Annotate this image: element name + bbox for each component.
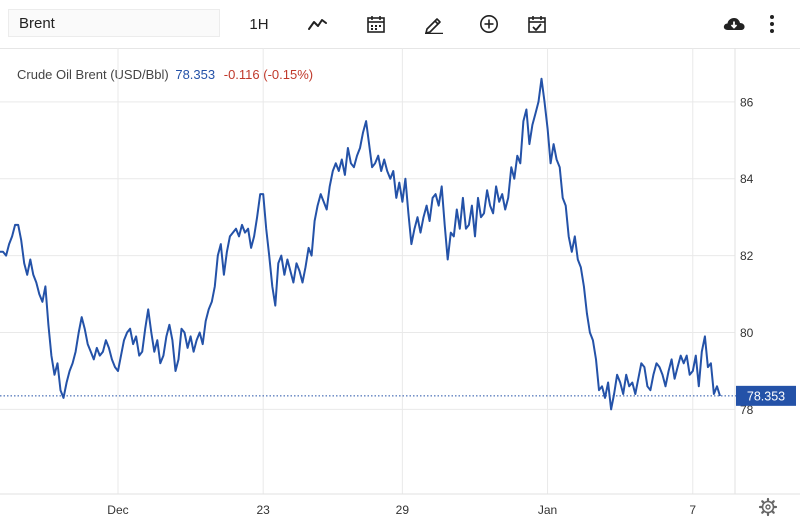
- chart-toolbar: 1H: [0, 0, 800, 49]
- current-price-label: 78.353: [747, 389, 785, 403]
- legend-symbol: Crude Oil Brent (USD/Bbl): [17, 67, 169, 82]
- x-axis-ticks: Dec 23 29 Jan 7: [107, 503, 696, 517]
- settings-gear-icon[interactable]: [758, 497, 778, 517]
- legend-price: 78.353: [175, 67, 216, 82]
- series-line-brent: [0, 77, 721, 411]
- chart-legend: Crude Oil Brent (USD/Bbl) 78.353 -0.116 …: [17, 67, 313, 82]
- current-price-tag-bg: [736, 385, 796, 406]
- line-chart-icon: [308, 19, 327, 30]
- y-tick-label: 86: [740, 95, 754, 109]
- calendar-check-icon: [528, 16, 546, 33]
- cloud-download-icon: [723, 18, 745, 30]
- events-button[interactable]: [523, 10, 551, 38]
- y-tick-label: 80: [740, 326, 754, 340]
- x-tick-label: Dec: [107, 503, 128, 517]
- more-vertical-icon: [770, 15, 774, 33]
- interval-button[interactable]: 1H: [249, 15, 269, 33]
- calendar-icon: [367, 16, 385, 33]
- download-button[interactable]: [720, 10, 748, 38]
- pencil-icon: [425, 18, 443, 34]
- x-tick-label: 23: [257, 503, 271, 517]
- more-menu-button[interactable]: [762, 10, 782, 38]
- y-tick-label: 78: [740, 403, 754, 417]
- price-chart[interactable]: 78 80 82 84 86 Dec 23 29 Jan 7 78.353: [0, 48, 800, 528]
- y-tick-label: 82: [740, 249, 754, 263]
- symbol-search-input[interactable]: [8, 9, 220, 37]
- date-range-button[interactable]: [362, 10, 390, 38]
- x-tick-label: 7: [689, 503, 696, 517]
- grid-lines: [0, 48, 735, 494]
- current-price-tag: 78.353: [736, 385, 796, 406]
- y-axis-ticks: 78 80 82 84 86: [740, 95, 754, 417]
- x-tick-label: 29: [396, 503, 410, 517]
- legend-change: -0.116 (-0.15%): [223, 67, 314, 82]
- y-tick-label: 84: [740, 172, 754, 186]
- plus-circle-icon: [480, 15, 498, 33]
- add-indicator-button[interactable]: [475, 10, 503, 38]
- chart-type-button[interactable]: [304, 10, 332, 38]
- x-tick-label: Jan: [538, 503, 557, 517]
- draw-tool-button[interactable]: [420, 10, 448, 38]
